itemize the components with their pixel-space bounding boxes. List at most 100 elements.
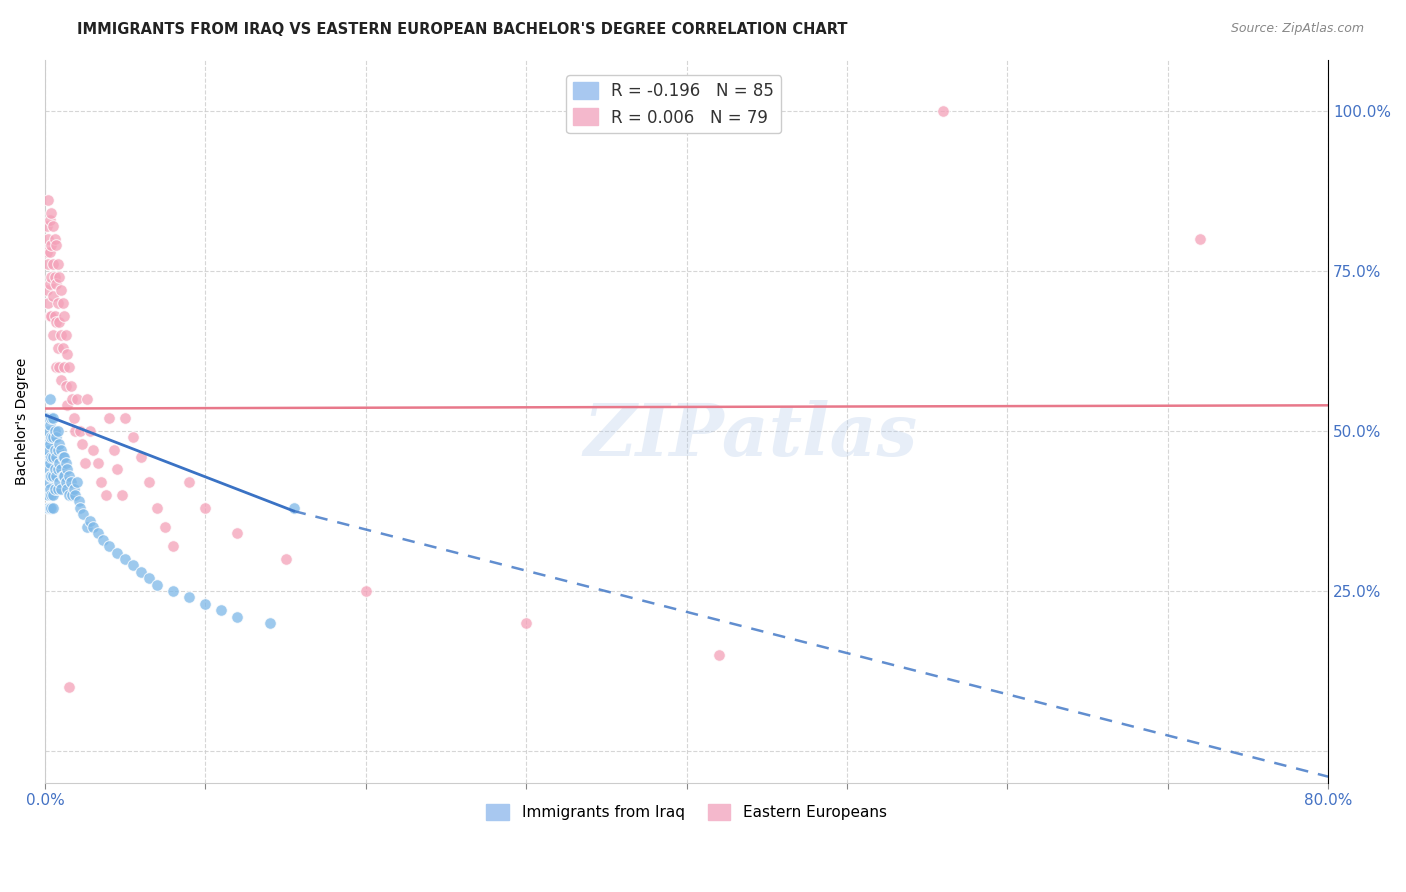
Point	[49, 462, 72, 476]
Point	[70, 436, 93, 450]
Point	[46, 443, 69, 458]
Point	[38, 392, 60, 406]
Point	[55, 475, 77, 490]
Point	[37, 232, 59, 246]
Point	[49, 443, 72, 458]
Point	[46, 482, 69, 496]
Point	[146, 577, 169, 591]
Point	[179, 591, 201, 605]
Point	[65, 488, 87, 502]
Point	[98, 539, 121, 553]
Point	[37, 194, 59, 208]
Point	[35, 283, 58, 297]
Point	[67, 494, 90, 508]
Point	[48, 475, 70, 490]
Point	[162, 584, 184, 599]
Point	[53, 468, 76, 483]
Point	[114, 411, 136, 425]
Point	[41, 238, 63, 252]
Point	[37, 443, 59, 458]
Point	[69, 500, 91, 515]
Text: Source: ZipAtlas.com: Source: ZipAtlas.com	[1230, 22, 1364, 36]
Point	[87, 456, 110, 470]
Point	[48, 359, 70, 374]
Point	[707, 648, 730, 662]
Point	[56, 347, 79, 361]
Point	[49, 283, 72, 297]
Point	[45, 315, 67, 329]
Point	[226, 609, 249, 624]
Point	[41, 270, 63, 285]
Point	[44, 309, 66, 323]
Point	[53, 359, 76, 374]
Point	[58, 468, 80, 483]
Point	[48, 436, 70, 450]
Point	[45, 450, 67, 464]
Point	[49, 327, 72, 342]
Point	[55, 327, 77, 342]
Point	[79, 514, 101, 528]
Point	[162, 539, 184, 553]
Point	[41, 206, 63, 220]
Point	[94, 488, 117, 502]
Point	[55, 379, 77, 393]
Point	[45, 430, 67, 444]
Point	[44, 462, 66, 476]
Point	[105, 545, 128, 559]
Point	[146, 500, 169, 515]
Point	[283, 500, 305, 515]
Point	[53, 450, 76, 464]
Point	[111, 488, 134, 502]
Point	[56, 482, 79, 496]
Point	[38, 468, 60, 483]
Point	[44, 443, 66, 458]
Point	[53, 309, 76, 323]
Point	[37, 500, 59, 515]
Point	[46, 462, 69, 476]
Point	[49, 482, 72, 496]
Point	[42, 257, 65, 271]
Point	[41, 430, 63, 444]
Point	[38, 244, 60, 259]
Point	[932, 103, 955, 118]
Point	[52, 468, 75, 483]
Point	[42, 219, 65, 233]
Point	[259, 615, 281, 630]
Point	[44, 424, 66, 438]
Point	[194, 500, 217, 515]
Point	[87, 526, 110, 541]
Point	[38, 456, 60, 470]
Point	[138, 571, 160, 585]
Point	[105, 462, 128, 476]
Point	[42, 500, 65, 515]
Text: IMMIGRANTS FROM IRAQ VS EASTERN EUROPEAN BACHELOR'S DEGREE CORRELATION CHART: IMMIGRANTS FROM IRAQ VS EASTERN EUROPEAN…	[77, 22, 848, 37]
Point	[38, 482, 60, 496]
Point	[42, 289, 65, 303]
Point	[38, 417, 60, 432]
Point	[179, 475, 201, 490]
Point	[37, 296, 59, 310]
Y-axis label: Bachelor's Degree: Bachelor's Degree	[15, 358, 30, 485]
Point	[45, 277, 67, 291]
Point	[226, 526, 249, 541]
Point	[35, 411, 58, 425]
Point	[52, 450, 75, 464]
Point	[66, 392, 89, 406]
Point	[76, 392, 98, 406]
Point	[41, 488, 63, 502]
Point	[38, 277, 60, 291]
Legend: Immigrants from Iraq, Eastern Europeans: Immigrants from Iraq, Eastern Europeans	[481, 797, 893, 826]
Point	[38, 500, 60, 515]
Point	[55, 456, 77, 470]
Point	[45, 359, 67, 374]
Text: ZIPatlas: ZIPatlas	[583, 401, 918, 471]
Point	[46, 341, 69, 355]
Point	[56, 398, 79, 412]
Point	[35, 450, 58, 464]
Point	[46, 424, 69, 438]
Point	[66, 475, 89, 490]
Point	[41, 309, 63, 323]
Point	[60, 488, 83, 502]
Point	[515, 615, 537, 630]
Point	[48, 456, 70, 470]
